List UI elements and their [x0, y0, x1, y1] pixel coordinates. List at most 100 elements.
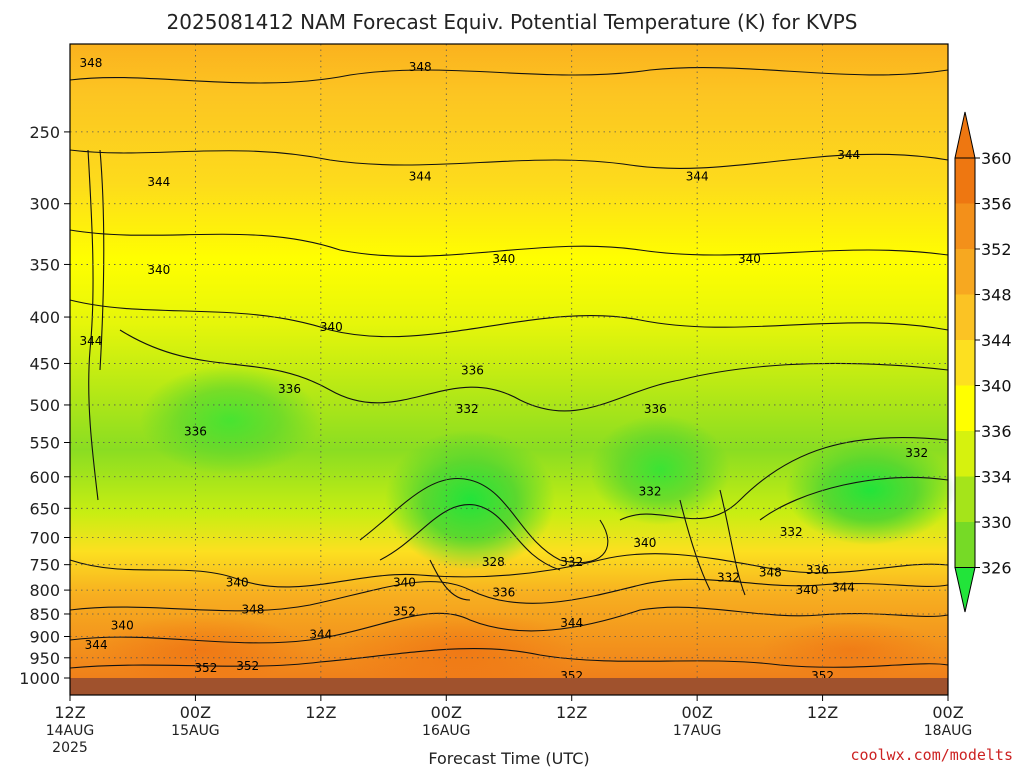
contour-label: 344	[85, 638, 108, 652]
contour-label: 348	[759, 565, 782, 579]
y-tick-label: 700	[29, 528, 60, 547]
colorbar-segment	[955, 294, 975, 340]
colorbar-tick-label: 344	[981, 331, 1012, 350]
colorbar-segment	[955, 522, 975, 568]
colorbar-tick-label: 336	[981, 422, 1012, 441]
contour-label: 336	[461, 363, 484, 377]
y-tick-label: 600	[29, 468, 60, 487]
y-tick-label: 250	[29, 123, 60, 142]
y-tick-label: 1000	[19, 669, 60, 688]
green-region	[385, 430, 555, 570]
y-tick-label: 450	[29, 354, 60, 373]
x-tick-label: 12Z	[807, 703, 838, 722]
ground-band	[70, 678, 948, 695]
x-tick-label: 16AUG	[422, 723, 471, 739]
warm-region	[90, 615, 310, 685]
y-tick-label: 350	[29, 255, 60, 274]
grid	[70, 44, 948, 678]
contour-label: 332	[456, 402, 479, 416]
contour-label: 340	[492, 252, 515, 266]
x-axis-label: Forecast Time (UTC)	[428, 749, 589, 768]
plot-frame	[69, 43, 949, 696]
contour-label: 352	[393, 605, 416, 619]
contour-label: 332	[717, 571, 740, 585]
contour-label: 348	[241, 602, 264, 616]
contour-label: 344	[832, 581, 855, 595]
contour-label: 336	[184, 425, 207, 439]
colorbar-tick-label: 352	[981, 240, 1012, 259]
colorbar-segment	[955, 385, 975, 431]
colorbar-tick-label: 348	[981, 286, 1012, 305]
contour-label: 340	[226, 576, 249, 590]
colorbar-tick-label: 330	[981, 513, 1012, 532]
contour-label: 340	[738, 252, 761, 266]
contour-label: 332	[639, 485, 662, 499]
colorbar-tick-label: 356	[981, 195, 1012, 214]
contour-label: 340	[111, 618, 134, 632]
warm-region	[340, 610, 580, 690]
contour-label: 340	[147, 263, 170, 277]
y-tick-label: 650	[29, 499, 60, 518]
colorbar-tick-label: 360	[981, 149, 1012, 168]
contour-label: 340	[633, 536, 656, 550]
y-tick-label: 300	[29, 195, 60, 214]
y-axis: 250 300 350 400 450 500 550 600 650 700 750 800 850 9…	[19, 123, 70, 688]
colorbar-top-arrow	[954, 111, 976, 159]
colorbar: 360 356 352 348 344 340 336 334 330 326	[954, 111, 1012, 613]
contour-label: 336	[492, 586, 515, 600]
green-region	[590, 415, 730, 525]
colorbar-tick-label: 334	[981, 468, 1012, 487]
contour-label: 332	[905, 446, 928, 460]
colorbar-segment	[955, 249, 975, 295]
x-tick-label: 00Z	[431, 703, 462, 722]
contour-label: 336	[278, 382, 301, 396]
x-tick-label: 12Z	[556, 703, 587, 722]
x-tick-label: 18AUG	[924, 723, 973, 739]
contour-label: 344	[837, 148, 860, 162]
grid-horizontal	[70, 131, 948, 659]
credit-text: coolwx.com/modelts	[850, 746, 1013, 764]
colorbar-tick-label: 340	[981, 377, 1012, 396]
x-tick-label: 17AUG	[673, 723, 722, 739]
contour-label: 352	[194, 661, 217, 675]
green-region	[140, 365, 320, 475]
contour-label: 344	[686, 170, 709, 184]
colorbar-segment	[955, 476, 975, 522]
colorbar-tick-label: 326	[981, 559, 1012, 578]
colorbar-bottom-arrow	[954, 567, 976, 613]
contour-label: 352	[236, 659, 259, 673]
x-tick-label: 00Z	[681, 703, 712, 722]
contour-label: 344	[560, 616, 583, 630]
y-tick-label: 550	[29, 433, 60, 452]
y-tick-label: 800	[29, 581, 60, 600]
y-tick-label: 850	[29, 605, 60, 624]
x-tick-label: 12Z	[305, 703, 336, 722]
grid-vertical	[195, 44, 823, 678]
chart-title: 2025081412 NAM Forecast Equiv. Potential…	[167, 10, 858, 34]
contour-label: 344	[147, 175, 170, 189]
x-tick-label: 00Z	[932, 703, 963, 722]
green-region	[785, 435, 955, 545]
x-tick-label: 2025	[52, 740, 88, 756]
colorbar-segment	[955, 340, 975, 386]
contour-label: 348	[79, 56, 102, 70]
warm-region	[760, 620, 940, 680]
x-tick-label: 15AUG	[171, 723, 220, 739]
y-tick-label: 400	[29, 308, 60, 327]
contour-label: 344	[309, 627, 332, 641]
contour-label: 332	[560, 555, 583, 569]
colorbar-segment	[955, 158, 975, 204]
colorbar-segment	[955, 203, 975, 249]
colorbar-frame	[954, 157, 976, 568]
contour-label: 340	[393, 576, 416, 590]
colorbar-segment	[955, 431, 975, 477]
x-tick-label: 00Z	[180, 703, 211, 722]
contour-label: 340	[795, 583, 818, 597]
contour-label: 344	[409, 170, 432, 184]
contour-label: 336	[806, 563, 829, 577]
contour-label: 332	[780, 525, 803, 539]
contour-label: 336	[644, 402, 667, 416]
